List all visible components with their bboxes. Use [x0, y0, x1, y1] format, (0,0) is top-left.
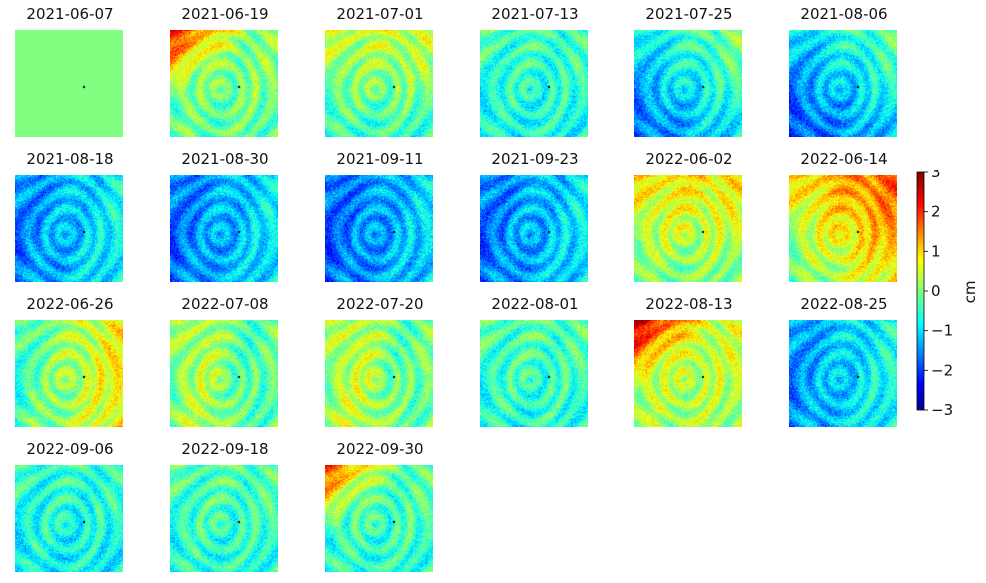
- colorbar-tick-label: 1: [931, 242, 941, 260]
- interferogram-panel: 2021-08-18: [0, 150, 140, 290]
- displacement-map: [789, 175, 897, 282]
- panel-date-title: 2022-07-08: [181, 295, 269, 313]
- interferogram-panel: 2021-07-01: [310, 5, 450, 145]
- displacement-map: [15, 175, 123, 282]
- interferogram-panel: 2022-08-01: [465, 295, 605, 435]
- colorbar-tick-label: −2: [931, 361, 953, 379]
- interferogram-panel: 2021-06-19: [155, 5, 295, 145]
- interferogram-panel: 2022-09-30: [310, 440, 450, 580]
- panel-date-title: 2021-08-30: [181, 150, 269, 168]
- panel-date-title: 2021-06-19: [181, 5, 269, 23]
- interferogram-panel: 2022-09-06: [0, 440, 140, 580]
- panel-date-title: 2021-09-23: [491, 150, 579, 168]
- panel-date-title: 2022-06-02: [645, 150, 733, 168]
- colorbar-tick-label: 3: [931, 170, 941, 181]
- colorbar-tick-label: 0: [931, 282, 941, 300]
- colorbar-unit-label: cm: [961, 281, 979, 304]
- panel-date-title: 2022-09-18: [181, 440, 269, 458]
- panel-date-title: 2021-07-13: [491, 5, 579, 23]
- panel-date-title: 2022-06-26: [26, 295, 114, 313]
- displacement-map: [325, 465, 433, 572]
- interferogram-panel: 2022-07-20: [310, 295, 450, 435]
- displacement-map: [634, 320, 742, 427]
- interferogram-panel: 2022-08-13: [619, 295, 759, 435]
- interferogram-panel: 2021-06-07: [0, 5, 140, 145]
- displacement-map: [789, 320, 897, 427]
- displacement-map: [170, 320, 278, 427]
- displacement-map: [170, 30, 278, 137]
- interferogram-panel: 2022-06-02: [619, 150, 759, 290]
- displacement-map: [480, 30, 588, 137]
- displacement-map: [170, 175, 278, 282]
- displacement-map: [325, 320, 433, 427]
- panel-date-title: 2021-06-07: [26, 5, 114, 23]
- interferogram-panel: 2022-07-08: [155, 295, 295, 435]
- panel-date-title: 2022-07-20: [336, 295, 424, 313]
- displacement-map: [789, 30, 897, 137]
- interferogram-panel: 2021-08-06: [774, 5, 914, 145]
- interferogram-panel: 2021-09-11: [310, 150, 450, 290]
- panel-date-title: 2021-08-18: [26, 150, 114, 168]
- colorbar-tick-label: −3: [931, 401, 953, 419]
- displacement-map: [170, 465, 278, 572]
- panel-date-title: 2022-08-25: [800, 295, 888, 313]
- interferogram-panel: 2021-07-13: [465, 5, 605, 145]
- colorbar-tick-label: −1: [931, 322, 953, 340]
- colorbar-ticks: 3 2 1 0 −1 −2 −3: [924, 170, 953, 419]
- displacement-map: [15, 30, 123, 137]
- colorbar-gradient: [916, 171, 925, 411]
- panel-date-title: 2021-08-06: [800, 5, 888, 23]
- displacement-map: [480, 320, 588, 427]
- displacement-map: [634, 30, 742, 137]
- interferogram-panel: 2022-08-25: [774, 295, 914, 435]
- displacement-map: [325, 30, 433, 137]
- interferogram-panel: 2021-09-23: [465, 150, 605, 290]
- panel-date-title: 2021-09-11: [336, 150, 424, 168]
- panel-date-title: 2021-07-01: [336, 5, 424, 23]
- colorbar-tick-label: 2: [931, 203, 941, 221]
- interferogram-panel: 2021-08-30: [155, 150, 295, 290]
- panel-date-title: 2022-08-01: [491, 295, 579, 313]
- displacement-map: [634, 175, 742, 282]
- panel-date-title: 2022-08-13: [645, 295, 733, 313]
- interferogram-panel: 2022-09-18: [155, 440, 295, 580]
- interferogram-panel: 2022-06-14: [774, 150, 914, 290]
- colorbar: 3 2 1 0 −1 −2 −3 cm: [916, 170, 979, 419]
- panel-date-title: 2022-09-30: [336, 440, 424, 458]
- displacement-map: [325, 175, 433, 282]
- displacement-map: [15, 320, 123, 427]
- displacement-map: [15, 465, 123, 572]
- panel-date-title: 2022-06-14: [800, 150, 888, 168]
- panel-date-title: 2021-07-25: [645, 5, 733, 23]
- interferogram-panel: 2021-07-25: [619, 5, 759, 145]
- displacement-map: [480, 175, 588, 282]
- panel-date-title: 2022-09-06: [26, 440, 114, 458]
- interferogram-panel: 2022-06-26: [0, 295, 140, 435]
